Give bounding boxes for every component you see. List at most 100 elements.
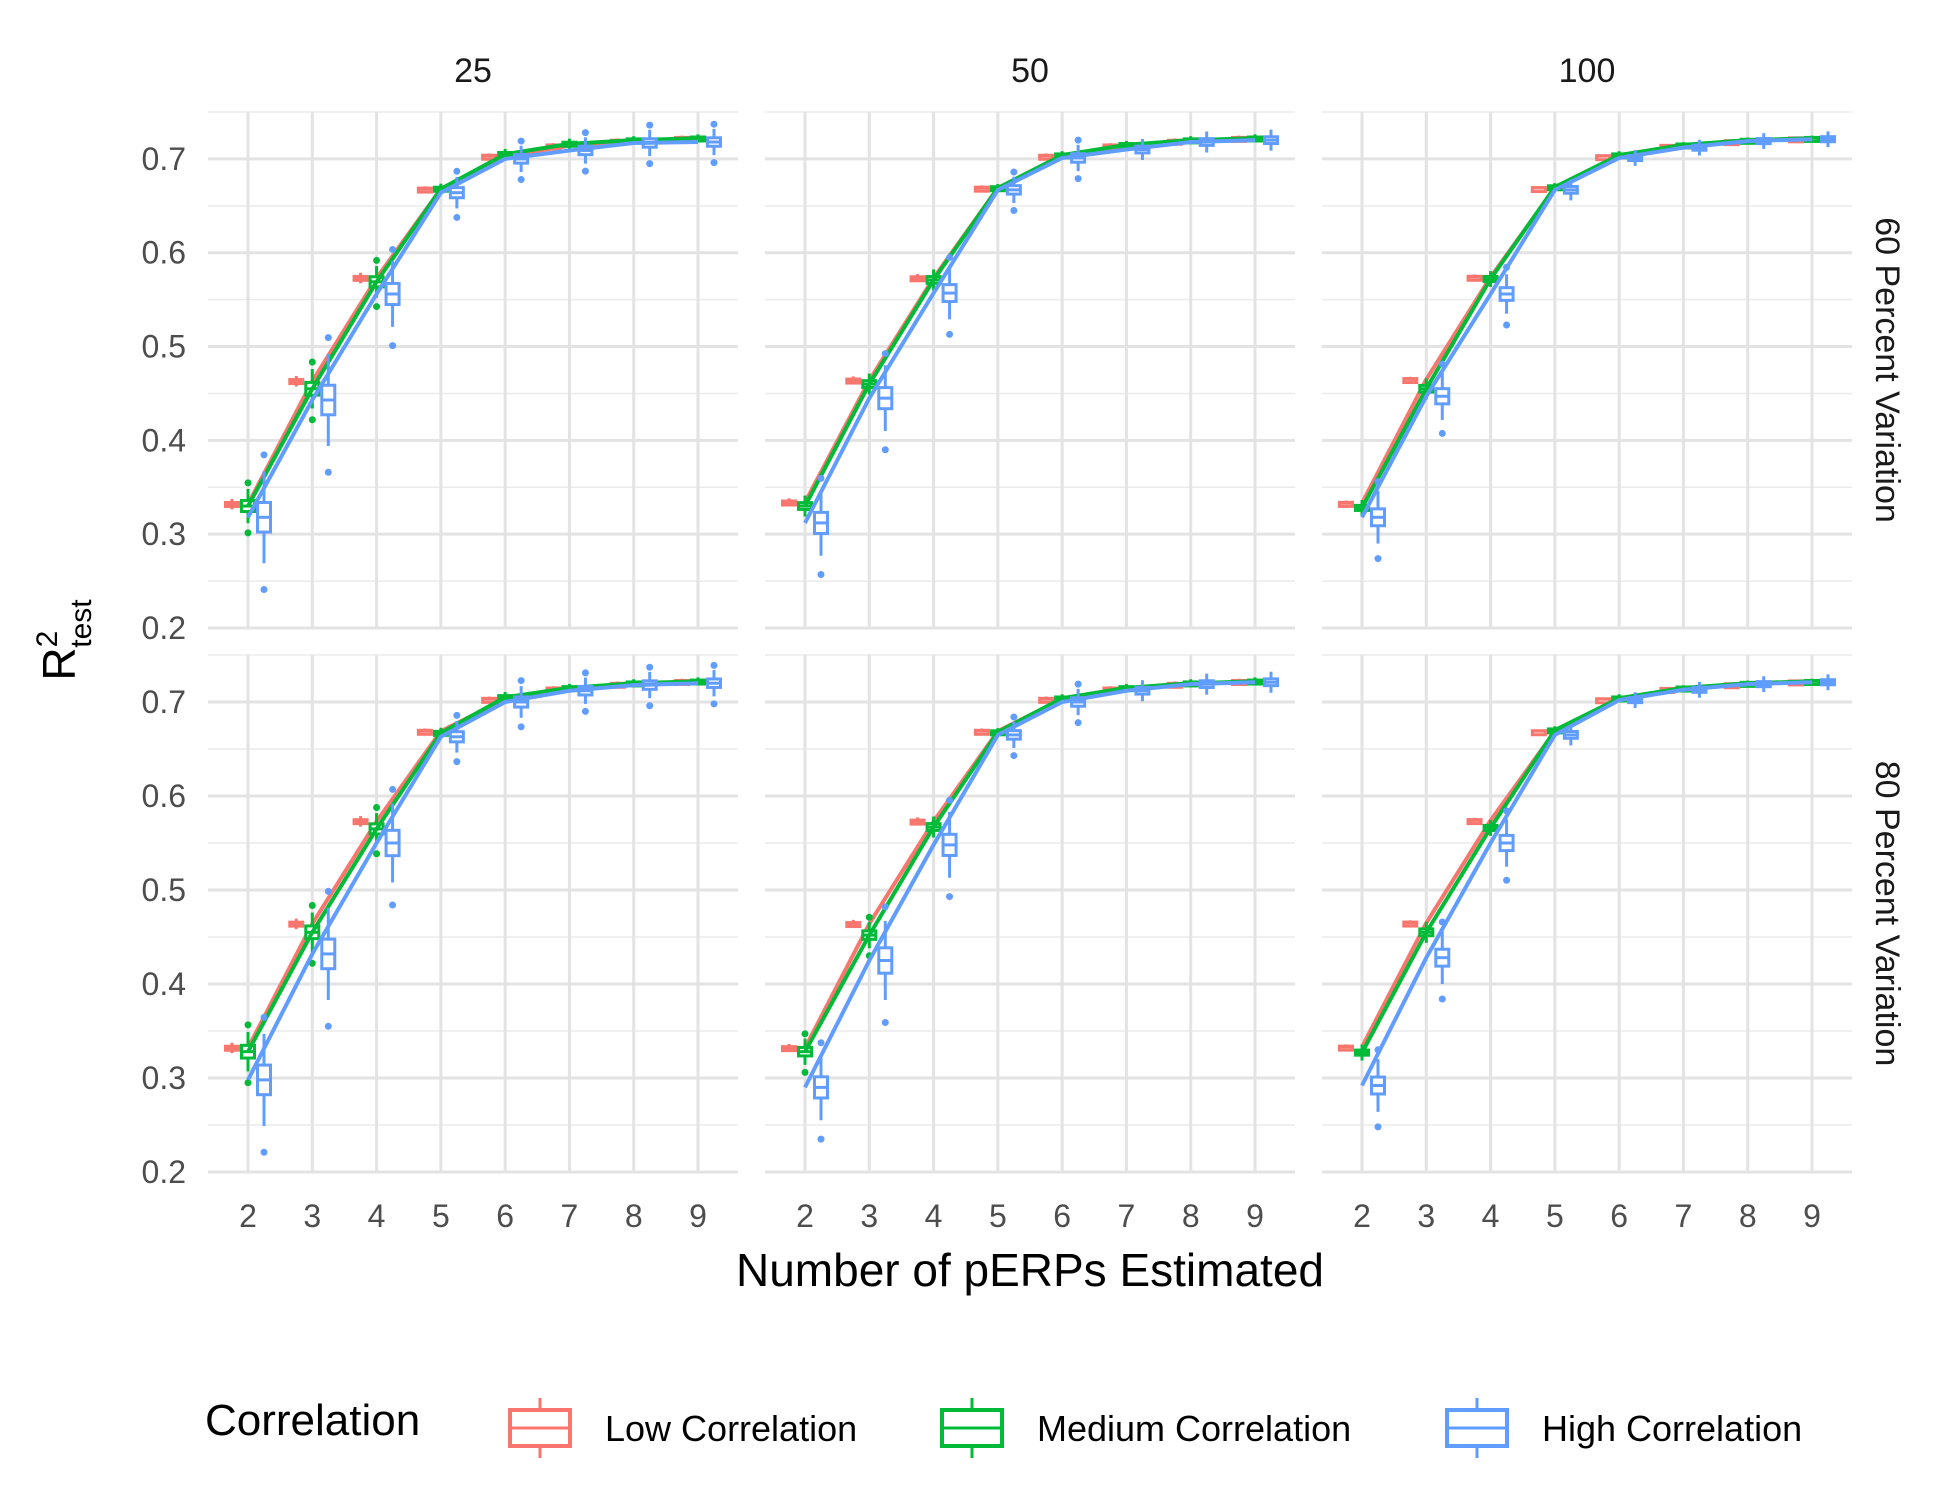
x-tick-label: 2 bbox=[239, 1198, 257, 1234]
panel-25-80-percent-variation bbox=[208, 654, 738, 1174]
outlier-point bbox=[324, 1022, 332, 1030]
outlier-point bbox=[260, 1013, 268, 1021]
outlier-point bbox=[308, 902, 316, 910]
x-tick-label: 6 bbox=[1053, 1198, 1071, 1234]
outlier-point bbox=[389, 785, 397, 793]
outlier-point bbox=[373, 803, 381, 811]
outlier-point bbox=[710, 159, 718, 167]
outlier-point bbox=[817, 474, 825, 482]
box bbox=[845, 376, 862, 385]
series-high-correlation bbox=[803, 671, 1279, 1143]
x-tick-label: 9 bbox=[1246, 1198, 1264, 1234]
box bbox=[352, 272, 369, 284]
x-tick-label: 5 bbox=[989, 1198, 1007, 1234]
series-high-correlation bbox=[246, 661, 722, 1156]
median-line bbox=[1360, 136, 1813, 509]
legend-label: High Correlation bbox=[1542, 1408, 1802, 1449]
box bbox=[813, 1039, 829, 1143]
outlier-point bbox=[581, 669, 589, 677]
y-tick-label: 0.2 bbox=[142, 610, 186, 646]
box bbox=[1498, 807, 1515, 884]
box bbox=[781, 1043, 797, 1053]
median-line bbox=[246, 679, 699, 1053]
box bbox=[909, 817, 926, 826]
outlier-point bbox=[1438, 995, 1446, 1003]
outlier-point bbox=[389, 245, 397, 253]
outlier-point bbox=[389, 342, 397, 350]
legend-entry-high-correlation: High Correlation bbox=[1445, 1398, 1802, 1458]
x-tick-label: 3 bbox=[860, 1198, 878, 1234]
outlier-point bbox=[1503, 321, 1511, 329]
outlier-point bbox=[453, 711, 461, 719]
y-tick-label: 0.3 bbox=[142, 1060, 186, 1096]
box bbox=[1263, 129, 1279, 151]
outlier-point bbox=[646, 663, 654, 671]
outlier-point bbox=[324, 468, 332, 476]
box bbox=[706, 661, 722, 708]
box bbox=[384, 785, 401, 909]
x-tick-label: 4 bbox=[1482, 1198, 1500, 1234]
y-axis-title-sub: test bbox=[65, 599, 98, 648]
outlier-point bbox=[1010, 207, 1018, 215]
outlier-point bbox=[865, 913, 873, 921]
outlier-point bbox=[1074, 719, 1082, 727]
outlier-point bbox=[1374, 1123, 1382, 1131]
outlier-point bbox=[453, 758, 461, 766]
box bbox=[1338, 1044, 1354, 1052]
box bbox=[1466, 274, 1483, 282]
outlier-point bbox=[1503, 876, 1511, 884]
panel-50-60-percent-variation bbox=[765, 111, 1295, 630]
box bbox=[288, 376, 305, 387]
y-axis-title-main: R bbox=[33, 647, 85, 680]
box bbox=[1070, 136, 1087, 183]
outlier-point bbox=[646, 160, 654, 168]
median-line bbox=[1360, 679, 1813, 1048]
box bbox=[1466, 817, 1483, 826]
box bbox=[1263, 671, 1279, 693]
box bbox=[240, 1021, 256, 1087]
outlier-point bbox=[517, 677, 525, 685]
outlier-point bbox=[710, 700, 718, 708]
x-tick-label: 6 bbox=[496, 1198, 514, 1234]
box bbox=[845, 919, 862, 929]
median-line bbox=[1360, 679, 1813, 1054]
box bbox=[1530, 729, 1547, 737]
box bbox=[224, 498, 240, 510]
x-tick-label: 4 bbox=[925, 1198, 943, 1234]
row-strip-label: 80 Percent Variation bbox=[1868, 761, 1906, 1067]
box bbox=[416, 728, 433, 736]
outlier-point bbox=[389, 901, 397, 909]
median-line bbox=[1360, 680, 1813, 1087]
box bbox=[813, 474, 829, 579]
median-line bbox=[246, 679, 699, 1049]
legend-title: Correlation bbox=[205, 1396, 420, 1445]
outlier-point bbox=[646, 702, 654, 710]
outlier-point bbox=[324, 334, 332, 342]
box bbox=[909, 274, 926, 283]
outlier-point bbox=[881, 350, 889, 358]
outlier-point bbox=[244, 529, 252, 537]
outlier-point bbox=[710, 120, 718, 128]
outlier-point bbox=[244, 1079, 252, 1087]
outlier-point bbox=[373, 256, 381, 264]
legend-label: Medium Correlation bbox=[1037, 1408, 1351, 1449]
y-tick-label: 0.6 bbox=[142, 235, 186, 271]
x-tick-label: 6 bbox=[1610, 1198, 1628, 1234]
box bbox=[1402, 920, 1419, 928]
series-high-correlation bbox=[803, 129, 1279, 579]
series-high-correlation bbox=[246, 120, 722, 594]
y-tick-label: 0.7 bbox=[142, 141, 186, 177]
x-tick-label: 8 bbox=[1739, 1198, 1757, 1234]
x-tick-label: 5 bbox=[1546, 1198, 1564, 1234]
y-axis-title: R2test bbox=[31, 599, 98, 681]
outlier-point bbox=[244, 479, 252, 487]
outlier-point bbox=[881, 1019, 889, 1027]
axis-ticks: 0.2 0.3 0.4 0.5 0.6 0.7 0.2 0.3 0.4 0.5 0.6 0.7 2 3 4 5… bbox=[142, 141, 1821, 1234]
median-line bbox=[803, 680, 1256, 1089]
outlier-point bbox=[646, 121, 654, 129]
y-tick-label: 0.5 bbox=[142, 872, 186, 908]
box bbox=[877, 903, 894, 1027]
row-strip-label: 60 Percent Variation bbox=[1868, 217, 1906, 523]
outlier-point bbox=[946, 253, 954, 261]
x-tick-label: 9 bbox=[1803, 1198, 1821, 1234]
